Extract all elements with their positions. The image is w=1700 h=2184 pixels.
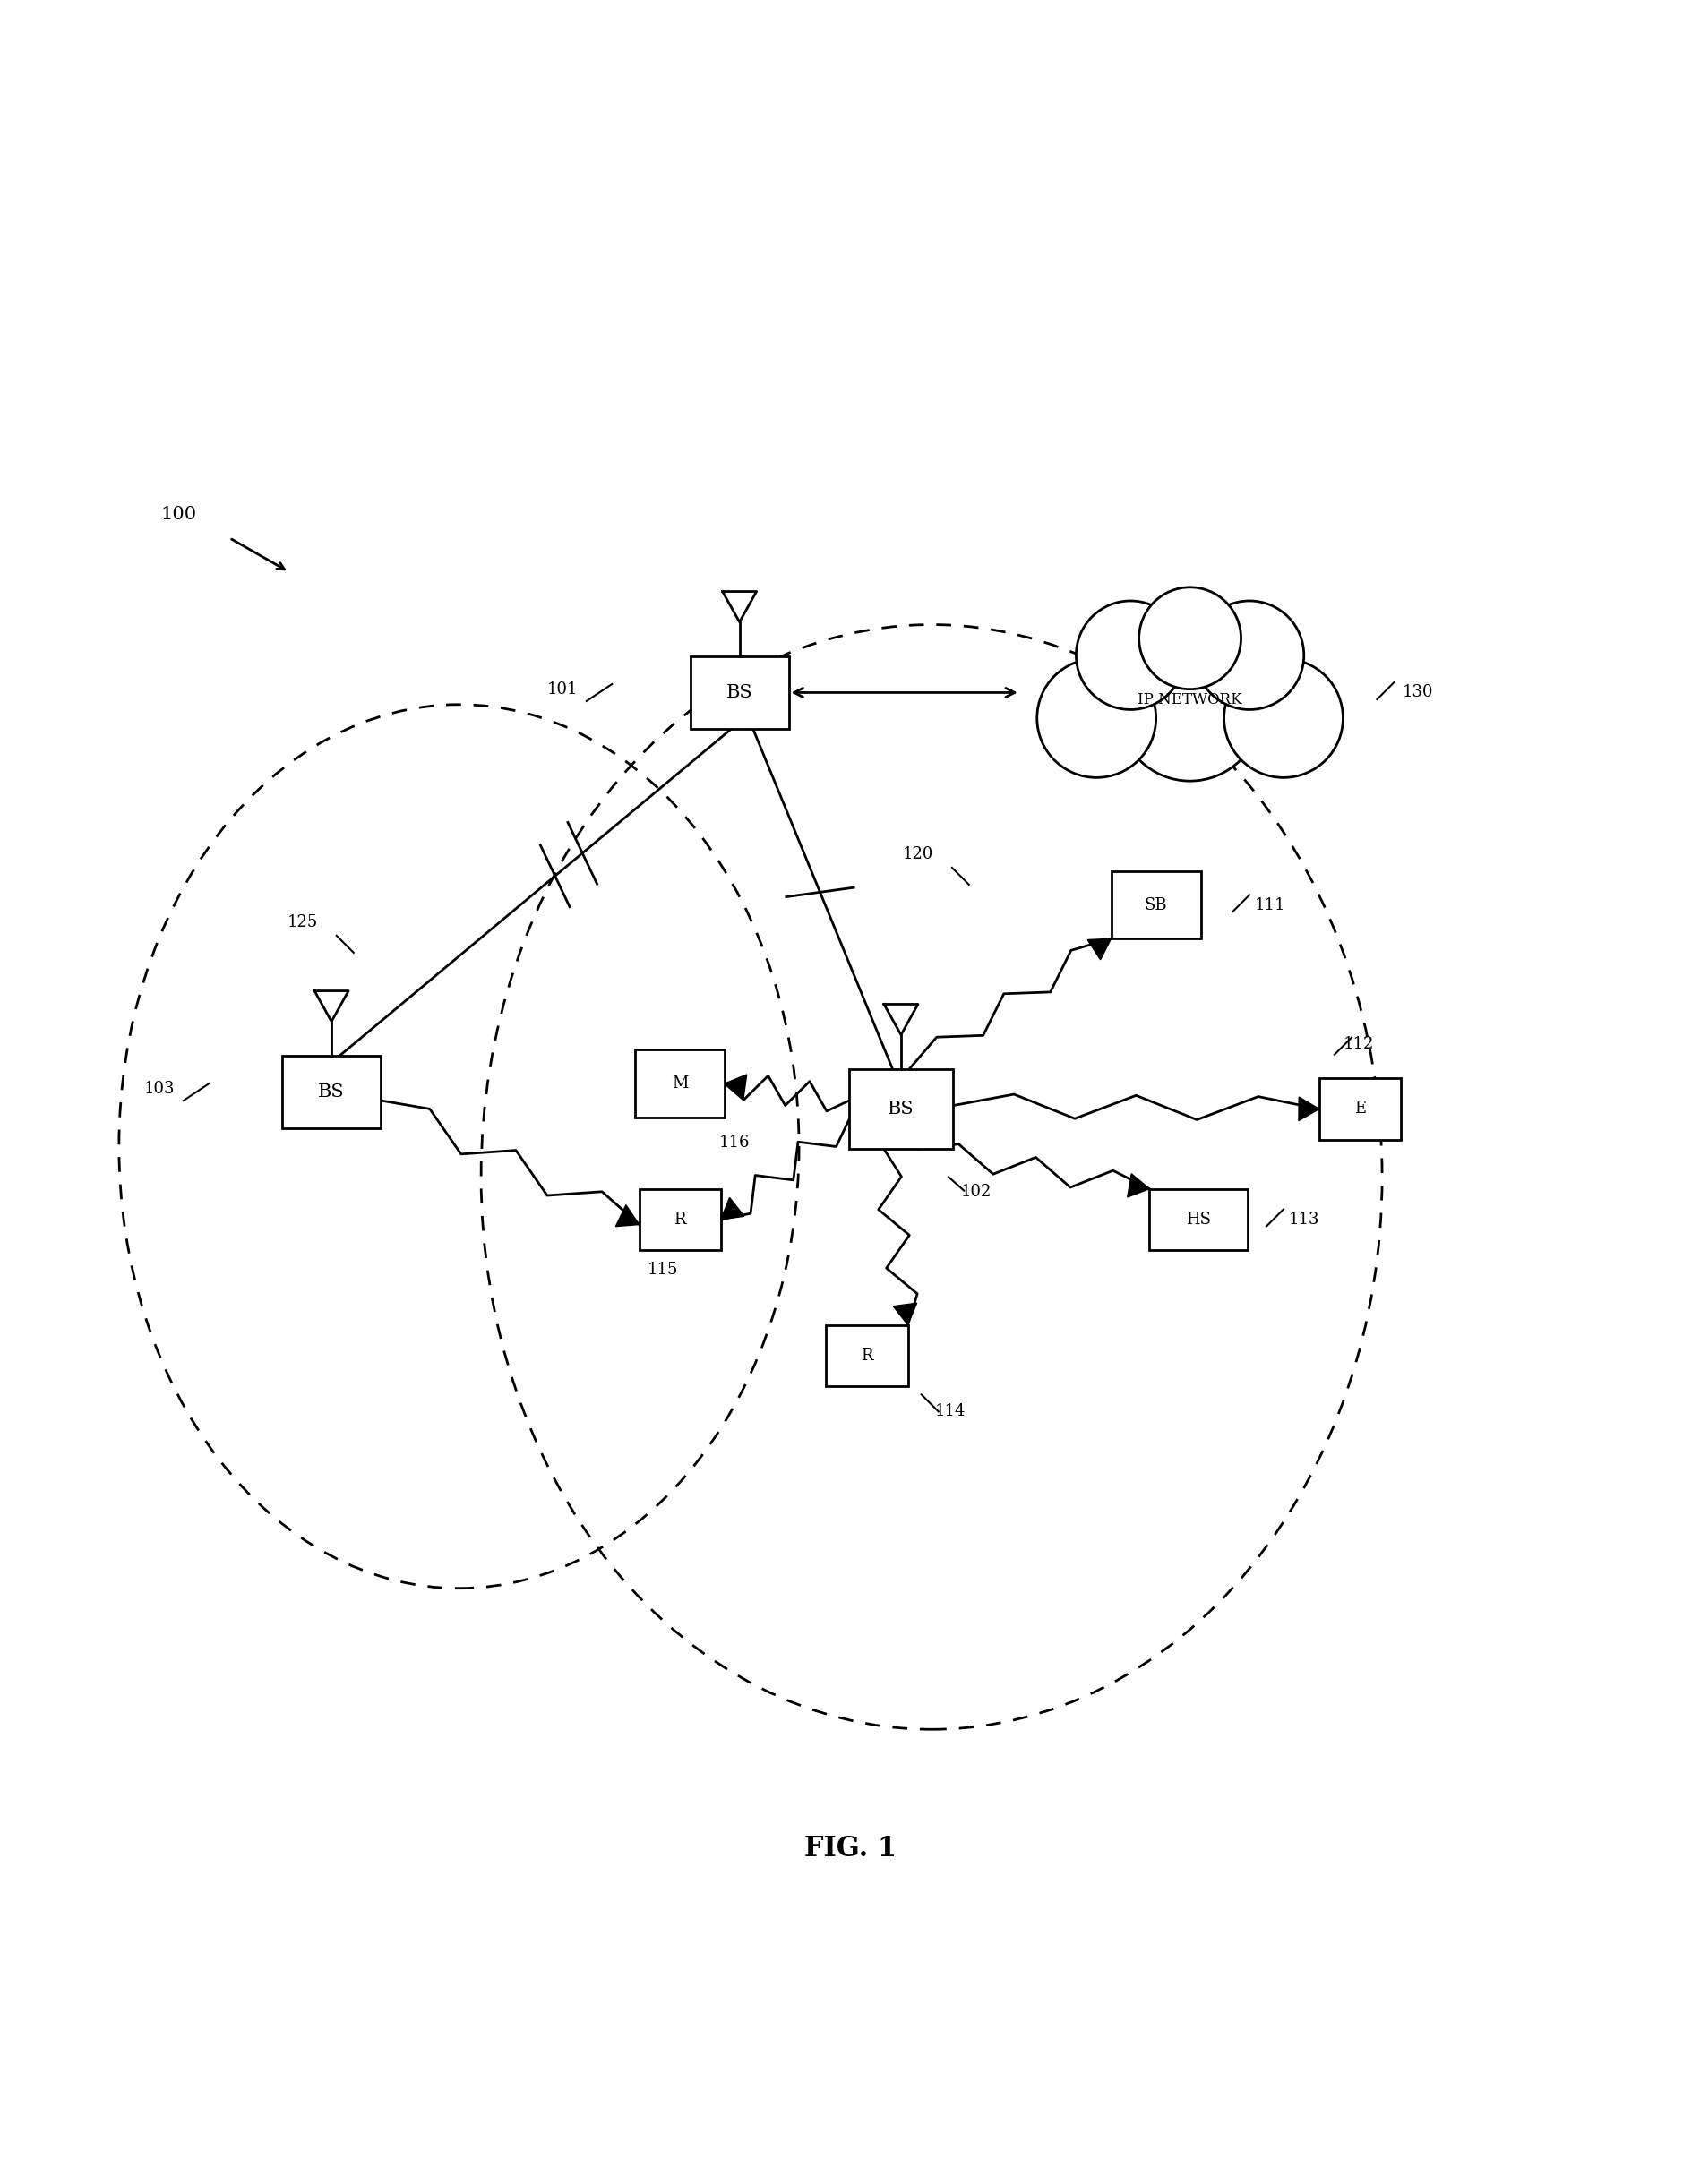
Circle shape [1119, 638, 1261, 782]
Bar [690, 655, 789, 729]
Text: BS: BS [726, 684, 753, 701]
Text: BS: BS [318, 1083, 345, 1101]
Polygon shape [724, 1075, 746, 1099]
Text: E: E [1355, 1101, 1365, 1116]
Text: SB: SB [1144, 898, 1168, 913]
Bar [282, 1055, 381, 1129]
Polygon shape [721, 1197, 745, 1219]
Text: 100: 100 [160, 507, 197, 522]
Text: 111: 111 [1255, 898, 1285, 913]
Bar [639, 1188, 721, 1249]
Text: 115: 115 [648, 1262, 678, 1278]
Circle shape [1195, 601, 1304, 710]
Polygon shape [615, 1206, 639, 1227]
Text: BS: BS [887, 1101, 915, 1118]
Text: 114: 114 [935, 1402, 966, 1420]
Text: 125: 125 [287, 913, 318, 930]
Text: 102: 102 [960, 1184, 991, 1199]
Circle shape [1037, 660, 1156, 778]
Polygon shape [1127, 1173, 1149, 1197]
Text: M: M [672, 1075, 689, 1092]
Polygon shape [893, 1304, 916, 1326]
Text: FIG. 1: FIG. 1 [804, 1835, 896, 1863]
Polygon shape [1299, 1096, 1319, 1120]
Bar [826, 1326, 908, 1387]
Bar [1319, 1079, 1401, 1140]
Text: 130: 130 [1402, 684, 1433, 701]
Text: 103: 103 [145, 1081, 175, 1096]
Text: HS: HS [1187, 1212, 1210, 1227]
Text: R: R [673, 1212, 687, 1227]
Text: R: R [860, 1348, 874, 1363]
Text: IP NETWORK: IP NETWORK [1137, 692, 1243, 708]
Text: 112: 112 [1343, 1037, 1374, 1053]
Bar [636, 1051, 724, 1118]
Text: 113: 113 [1289, 1212, 1319, 1227]
Circle shape [1076, 601, 1185, 710]
Bar [1149, 1188, 1248, 1249]
Bar [1112, 871, 1200, 939]
Polygon shape [1088, 939, 1112, 959]
Circle shape [1224, 660, 1343, 778]
Text: 120: 120 [903, 845, 933, 863]
Bar [850, 1068, 952, 1149]
Circle shape [1139, 587, 1241, 690]
Text: 101: 101 [547, 681, 578, 697]
Text: 116: 116 [719, 1133, 750, 1151]
